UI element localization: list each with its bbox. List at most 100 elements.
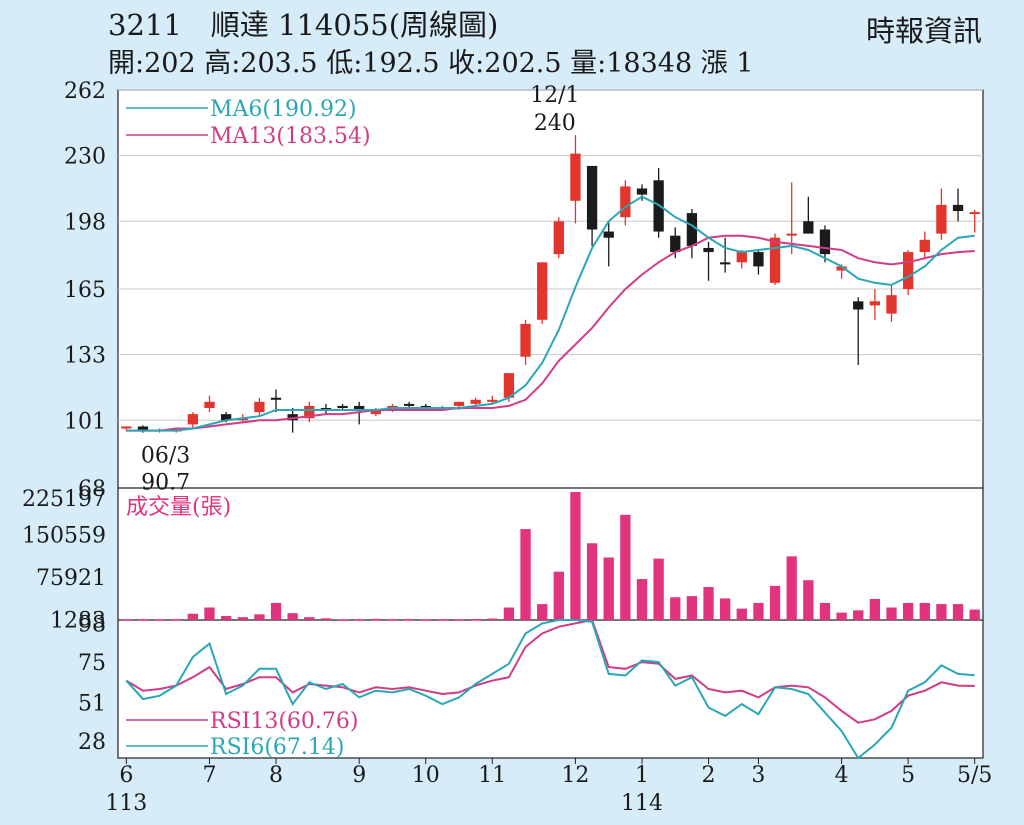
candle-body: [670, 235, 681, 253]
x-tick-label: 5: [901, 763, 915, 788]
price-tick-label: 165: [64, 278, 106, 303]
rsi13-line: [125, 618, 975, 724]
volume-bar: [187, 613, 199, 620]
x-axis: 6 113 7 8 9 10 11 12 1 114 2 3 4 5 5/5: [105, 758, 992, 816]
volume-bar: [720, 598, 731, 620]
candle-body: [586, 165, 598, 230]
x-tick-label: 5/5: [957, 763, 992, 788]
candle-body: [720, 262, 731, 265]
volume-bar: [703, 587, 714, 620]
volume-bar: [470, 618, 481, 621]
volume-bar: [387, 619, 398, 621]
low-date-label: 06/3: [141, 443, 190, 468]
volume-bar: [270, 602, 282, 620]
candle-body: [337, 405, 348, 408]
high-date-label: 12/1: [530, 83, 579, 108]
high-value-label: 240: [534, 111, 576, 136]
volume-bar: [670, 597, 681, 620]
volume-bar: [287, 613, 298, 620]
x-tick-label: 4: [835, 763, 849, 788]
legends: MA6(190.92)MA13(183.54) RSI13(60.76)RSI6(…: [126, 97, 371, 760]
candle-body: [886, 295, 897, 314]
rsi-tick-label: 51: [78, 691, 106, 716]
volume-bar: [171, 619, 182, 621]
volume-bar: [304, 617, 315, 620]
x-tick-year: 113: [105, 791, 147, 816]
moving-average-lines: [126, 195, 975, 432]
x-tick-label: 10: [412, 763, 440, 788]
volume-bar: [437, 619, 448, 621]
volume-tick-label: 75921: [36, 566, 106, 591]
x-tick-year: 114: [621, 791, 663, 816]
legend-label: RSI13(60.76): [210, 709, 358, 734]
candle-body: [270, 397, 282, 400]
candle-body: [803, 221, 814, 234]
price-tick-label: 133: [64, 344, 106, 369]
candle-body: [786, 233, 797, 236]
volume-bar: [487, 618, 498, 621]
volume-bar: [902, 602, 914, 620]
candle-body: [769, 237, 781, 283]
price-tick-label: 198: [64, 210, 106, 235]
price-grid: [118, 89, 983, 421]
candle-body: [137, 426, 149, 431]
volume-bar: [370, 618, 381, 621]
candle-body: [969, 212, 980, 215]
candle-body: [354, 405, 365, 411]
x-tick-label: 2: [702, 763, 716, 788]
volume-bar: [320, 618, 332, 620]
volume-bar: [403, 618, 415, 621]
x-tick-label: 6: [119, 763, 133, 788]
candle-body: [553, 221, 564, 255]
x-tick-label: 8: [269, 763, 283, 788]
candle-body: [453, 401, 465, 406]
x-tick-label: 3: [751, 763, 765, 788]
candle-body: [919, 239, 930, 253]
volume-bar: [869, 598, 881, 620]
volume-bar: [337, 619, 348, 621]
price-tick-label: 262: [64, 79, 106, 104]
x-tick-label: 1: [635, 763, 649, 788]
x-tick-label: 9: [352, 763, 366, 788]
volume-bar: [220, 616, 232, 620]
candle-body: [204, 401, 215, 408]
candle-body: [836, 266, 847, 271]
volume-bar: [786, 556, 797, 620]
candle-body: [952, 204, 964, 212]
rsi-lines: [125, 618, 975, 760]
volume-bar: [420, 619, 431, 621]
legend-label: MA13(183.54): [210, 124, 371, 149]
ma6-line: [126, 195, 975, 432]
volume-tick-label: 150559: [22, 523, 106, 548]
volume-bar: [836, 612, 847, 620]
candle-body: [902, 252, 914, 289]
candle-body: [603, 231, 614, 238]
volume-bar: [503, 607, 515, 620]
volume-bar: [769, 585, 781, 620]
volume-bar: [553, 571, 564, 620]
volume-bar: [753, 602, 764, 620]
chart-panel: [117, 89, 984, 759]
candle-body: [703, 247, 714, 253]
source-label: 時報資訊: [865, 14, 982, 48]
volume-bar: [586, 543, 598, 620]
volume-bar: [919, 602, 930, 620]
volume-bar: [736, 608, 747, 620]
volume-bar: [819, 602, 831, 620]
volume-bar: [537, 604, 548, 620]
candle-body: [853, 301, 864, 310]
rsi6-line: [125, 619, 975, 760]
legend-label: MA6(190.92): [210, 97, 357, 122]
candle-body: [753, 252, 764, 267]
volume-bar: [121, 619, 132, 621]
chart-title: 3211 順達 114055(周線圖): [108, 8, 499, 42]
candle-body: [403, 403, 415, 406]
volume-bar: [204, 607, 215, 620]
candle-body: [304, 405, 315, 419]
volume-bar: [520, 529, 531, 620]
rsi-tick-label: 98: [78, 612, 106, 637]
volume-bar: [886, 607, 897, 620]
candle-body: [503, 373, 515, 398]
candle-body: [187, 414, 199, 425]
